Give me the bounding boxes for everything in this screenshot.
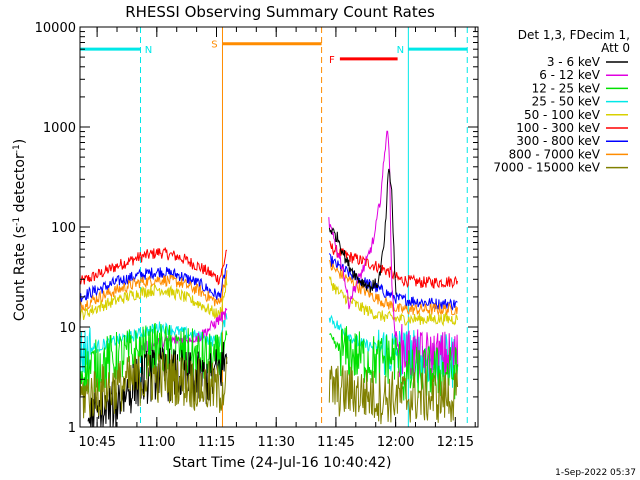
saa-label: S — [211, 40, 217, 51]
legend-entry-label: 50 - 100 keV — [524, 108, 601, 122]
night-label: N — [397, 45, 404, 56]
legend-entry-label: 800 - 7000 keV — [509, 147, 601, 161]
legend-header-1: Det 1,3, FDecim 1, — [518, 28, 630, 42]
x-tick-label: 12:15 — [437, 435, 474, 450]
series-line — [79, 240, 458, 289]
legend-entry-label: 3 - 6 keV — [547, 55, 601, 69]
series-layer — [79, 130, 459, 428]
x-tick-label: 11:15 — [198, 435, 235, 450]
legend-entry-label: 300 - 800 keV — [516, 134, 600, 148]
x-tick-label: 10:45 — [78, 435, 115, 450]
y-axis-label-sup2: -1 — [12, 144, 22, 153]
legend-entry-label: 25 - 50 keV — [532, 95, 601, 109]
y-axis-label-end: ) — [12, 139, 28, 144]
x-axis: 10:45 11:00 11:15 11:30 11:45 12:00 12:15 — [78, 27, 476, 450]
y-axis-label: Count Rate (s-1 detector-1) — [12, 139, 28, 321]
series-line — [79, 352, 458, 425]
generation-timestamp: 1-Sep-2022 05:37 — [555, 468, 636, 478]
legend-entry-label: 100 - 300 keV — [516, 121, 600, 135]
legend-entry-label: 7000 - 15000 keV — [493, 161, 600, 175]
x-tick-label: 11:45 — [317, 435, 354, 450]
y-tick-label: 1000 — [43, 121, 76, 136]
y-tick-label: 100 — [51, 221, 76, 236]
y-axis-label-main: Count Rate (s — [12, 226, 28, 321]
x-tick-label: 12:00 — [377, 435, 414, 450]
legend-entry-label: 6 - 12 keV — [539, 68, 601, 82]
chart-title: RHESSI Observing Summary Count Rates — [125, 3, 435, 21]
y-axis: 1 10 100 1000 10000 — [35, 21, 478, 436]
x-tick-label: 11:30 — [257, 435, 294, 450]
x-axis-label: Start Time (24-Jul-16 10:40:42) — [172, 455, 391, 471]
y-tick-label: 1 — [68, 421, 76, 436]
x-tick-label: 11:00 — [138, 435, 175, 450]
y-tick-label: 10 — [59, 321, 76, 336]
legend-entry-label: 12 - 25 keV — [532, 81, 601, 95]
y-axis-label-sup1: -1 — [12, 217, 22, 226]
y-axis-label-mid: detector — [12, 153, 28, 217]
legend-header-2: Att 0 — [601, 41, 630, 55]
night-label: N — [145, 45, 152, 56]
flare-label: F — [329, 55, 335, 66]
series-line — [79, 253, 458, 311]
y-tick-label: 10000 — [35, 21, 76, 36]
